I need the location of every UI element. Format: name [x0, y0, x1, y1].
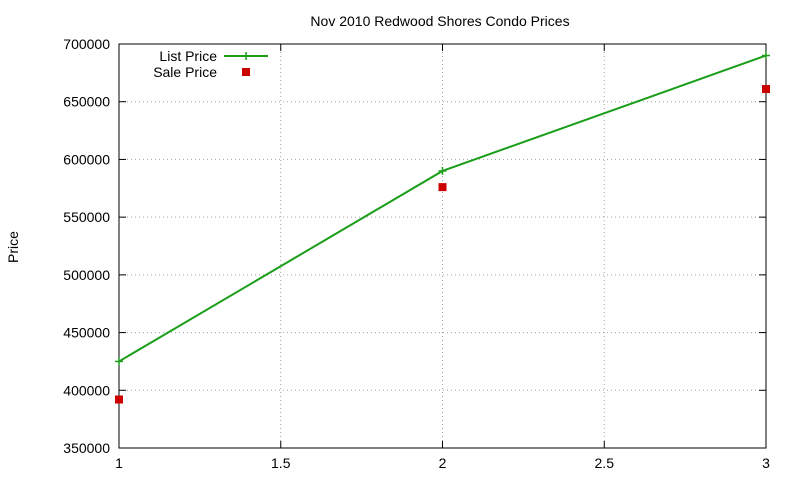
- y-tick-label: 550000: [63, 209, 110, 225]
- chart-title: Nov 2010 Redwood Shores Condo Prices: [310, 13, 569, 29]
- y-axis-label: Price: [5, 231, 21, 263]
- list-price-series: [115, 51, 770, 366]
- legend-marker: [242, 52, 250, 60]
- y-tick-label: 500000: [63, 267, 110, 283]
- x-tick-label: 1: [115, 455, 123, 471]
- sale-price-point: [438, 183, 447, 192]
- x-tick-label: 2.5: [595, 455, 615, 471]
- y-tick-label: 350000: [63, 440, 110, 456]
- legend-marker: [242, 68, 250, 76]
- sale-price-series: [115, 85, 770, 404]
- y-tick-label: 650000: [63, 94, 110, 110]
- axis-ticks: 350000 400000 450000 500000 550000 600000 6500…: [63, 36, 770, 471]
- sale-price-point: [115, 395, 123, 404]
- y-tick-label: 450000: [63, 325, 110, 341]
- sale-price-point: [762, 85, 770, 94]
- list-price-point: [438, 166, 447, 175]
- legend-label: List Price: [159, 48, 217, 64]
- x-tick-label: 1.5: [271, 455, 291, 471]
- y-tick-label: 400000: [63, 382, 110, 398]
- grid: [119, 44, 766, 448]
- list-price-point: [762, 51, 770, 60]
- y-tick-label: 600000: [63, 151, 110, 167]
- x-tick-label: 2: [439, 455, 447, 471]
- x-tick-label: 3: [762, 455, 770, 471]
- legend-label: Sale Price: [153, 64, 217, 80]
- y-tick-label: 700000: [63, 36, 110, 52]
- series-layer: [115, 51, 770, 404]
- list-price-point: [115, 357, 123, 366]
